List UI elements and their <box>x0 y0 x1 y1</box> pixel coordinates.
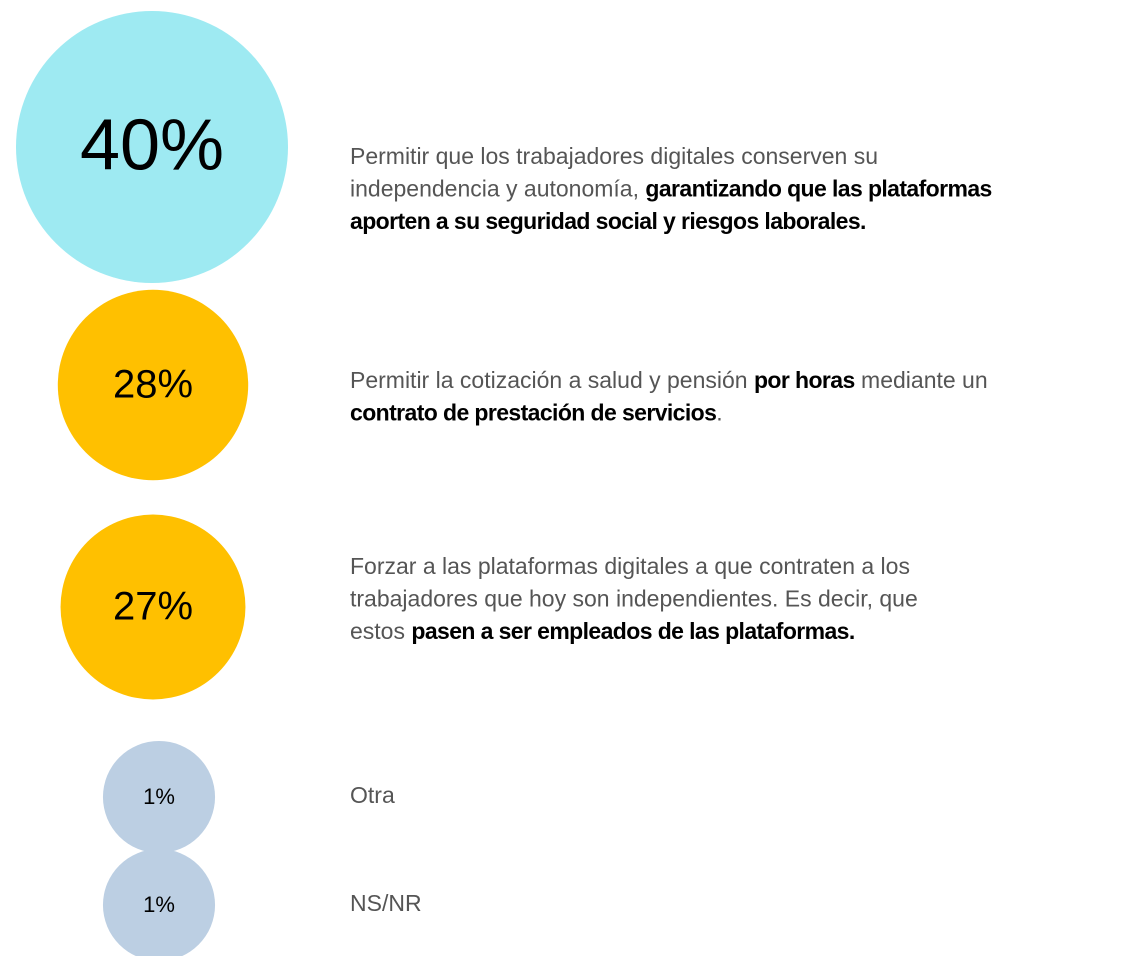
value-label: 1% <box>143 784 175 809</box>
description-line: Otra <box>350 782 395 808</box>
description-line: NS/NR <box>350 890 422 916</box>
description-text: independencia y autonomía, <box>350 176 645 202</box>
bubble <box>102 848 216 956</box>
emphasis-text: garantizando que las plataformas <box>645 176 991 202</box>
bubble <box>16 11 288 283</box>
description-text: . <box>716 400 722 426</box>
value-label: 27% <box>113 585 193 629</box>
emphasis-text: pasen a ser empleados de las plataformas… <box>411 618 854 644</box>
value-label: 1% <box>143 892 175 917</box>
emphasis-text: aporten a su seguridad social y riesgos … <box>350 208 866 234</box>
description-text: trabajadores que hoy son independientes.… <box>350 586 918 612</box>
description-text: Permitir que los trabajadores digitales … <box>350 143 878 169</box>
bubble <box>57 289 249 481</box>
description-text: estos <box>350 618 411 644</box>
bubble <box>60 514 246 700</box>
description-text: Permitir la cotización a salud y pensión <box>350 367 754 393</box>
value-label: 28% <box>113 363 193 407</box>
description-text: Otra <box>350 782 395 808</box>
description-line: independencia y autonomía, garantizando … <box>350 176 992 202</box>
description-line: estos pasen a ser empleados de las plata… <box>350 618 855 644</box>
description-line: aporten a su seguridad social y riesgos … <box>350 208 866 234</box>
description-line: Permitir la cotización a salud y pensión… <box>350 367 988 393</box>
value-label: 40% <box>80 106 224 186</box>
description-text: NS/NR <box>350 890 422 916</box>
bubble <box>102 740 216 854</box>
description-line: trabajadores que hoy son independientes.… <box>350 586 918 612</box>
description-line: Permitir que los trabajadores digitales … <box>350 143 878 169</box>
description-text: mediante un <box>855 367 988 393</box>
description-line: contrato de prestación de servicios. <box>350 400 723 426</box>
emphasis-text: contrato de prestación de servicios <box>350 400 716 426</box>
description-text: Forzar a las plataformas digitales a que… <box>350 553 910 579</box>
description-line: Forzar a las plataformas digitales a que… <box>350 553 910 579</box>
emphasis-text: por horas <box>754 367 855 393</box>
